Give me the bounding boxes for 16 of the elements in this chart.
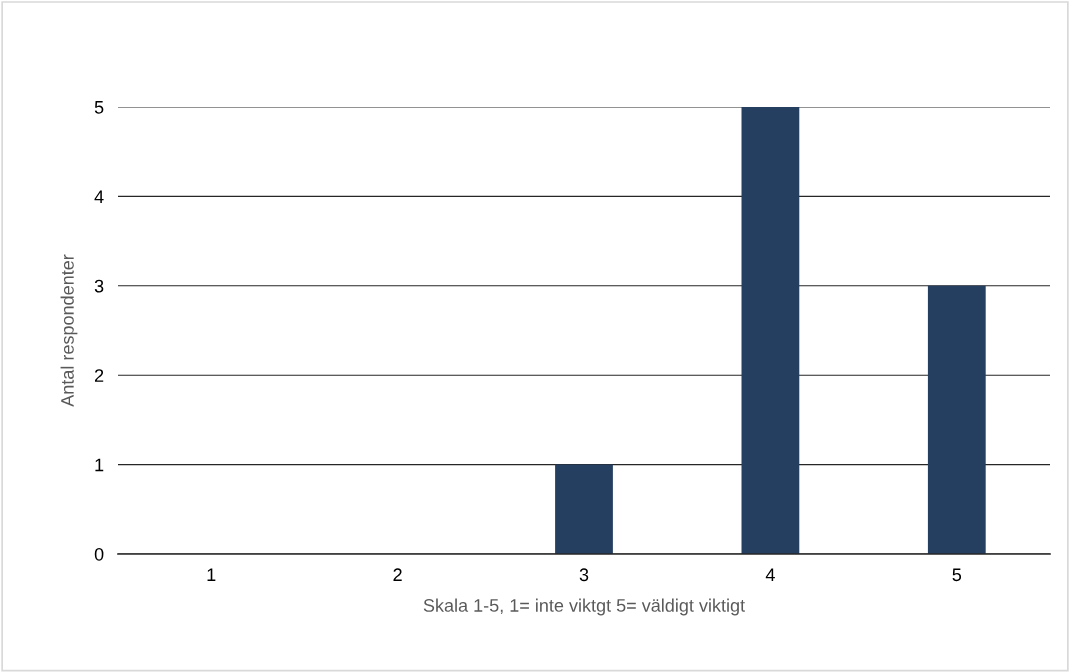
y-tick-label: 3	[94, 279, 104, 293]
y-tick-label: 1	[95, 458, 104, 472]
y-tick-label: 0	[94, 547, 104, 561]
bar	[741, 107, 800, 554]
y-tick-label: 5	[94, 101, 104, 114]
x-tick-label: 2	[393, 568, 402, 581]
x-tick-label: 4	[765, 568, 775, 581]
bar	[555, 464, 613, 554]
x-tick-label: 1	[207, 568, 216, 581]
y-axis-title: Antal respondenter	[60, 254, 78, 407]
x-axis-title: Skala 1-5, 1= inte viktgt 5= väldigt viktigt	[423, 598, 745, 616]
bar	[927, 285, 986, 554]
x-tick-label: 5	[952, 568, 962, 582]
y-tick-label: 4	[94, 190, 104, 203]
y-tick-label: 2	[94, 369, 104, 382]
x-tick-label: 3	[579, 568, 589, 582]
